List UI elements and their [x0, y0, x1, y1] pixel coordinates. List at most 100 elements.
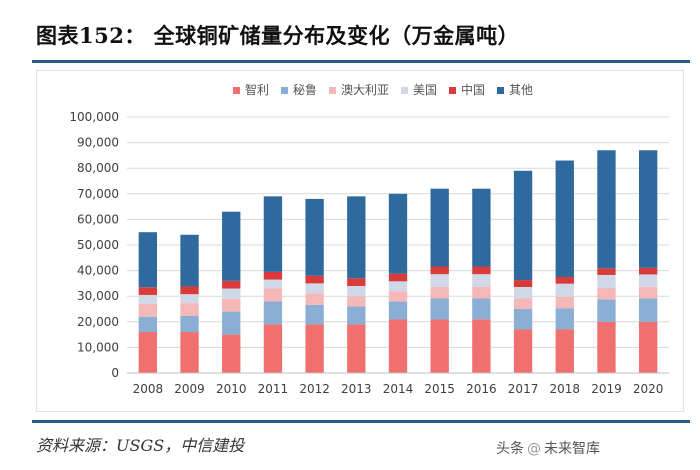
bar-segment [138, 303, 158, 317]
legend-label: 秘鲁 [293, 83, 317, 97]
bar-segment [222, 311, 241, 335]
y-tick-label: 50,000 [77, 238, 119, 252]
legend-swatch [281, 87, 288, 94]
bar-segment [555, 308, 574, 330]
bar-segment [222, 288, 241, 299]
bar-segment [472, 286, 491, 299]
bar-segment [555, 277, 574, 284]
bar-segment [638, 150, 658, 268]
bar-segment [430, 266, 449, 275]
watermark: 头条 @ 未来智库 [496, 438, 600, 458]
x-tick-label: 2012 [299, 382, 330, 396]
legend-label: 智利 [245, 82, 269, 97]
bar-segment [305, 324, 324, 373]
report-header: 图表152： 全球铜矿储量分布及变化（万金属吨） [0, 0, 700, 62]
bar-segment [472, 266, 491, 275]
x-tick-label: 2017 [508, 382, 539, 396]
bar-segment [180, 294, 199, 304]
bar-segment [472, 188, 491, 267]
bar-segment [222, 211, 241, 281]
bar-segment [222, 334, 241, 373]
bar-segment [597, 268, 616, 275]
legend-label: 澳大利亚 [341, 83, 389, 97]
bar-segment [263, 288, 283, 302]
legend-label: 美国 [413, 83, 437, 97]
bar-segment [180, 315, 199, 333]
bar-segment [388, 273, 408, 282]
bar-segment [472, 319, 491, 373]
bar-segment [430, 274, 449, 287]
bar-segment [597, 321, 616, 373]
y-tick-label: 0 [111, 366, 119, 380]
x-tick-label: 2013 [341, 382, 372, 396]
x-tick-label: 2014 [383, 382, 414, 396]
watermark-name: 未来智库 [544, 441, 600, 457]
bar-segment [263, 301, 283, 325]
y-tick-label: 10,000 [77, 340, 119, 354]
bar-segment [180, 303, 199, 316]
bar-segment [513, 170, 533, 281]
bar-segment [263, 271, 283, 280]
bar-segment [513, 329, 533, 373]
bar-segment [263, 279, 283, 289]
stacked-bar-chart: 智利 秘鲁 澳大利亚 美国 中国 其他 0 10,000 20,000 30,000 40,000… [69, 82, 669, 396]
bar-segment [555, 329, 574, 373]
bar-segment [638, 286, 658, 299]
bar-segment [513, 308, 533, 330]
bar-segment [180, 332, 199, 373]
bar-segment [138, 287, 158, 295]
bar-segment [472, 274, 491, 287]
legend-swatch [233, 87, 240, 94]
source-note: 资料来源：USGS，中信建投 [36, 436, 245, 455]
y-tick-label: 40,000 [77, 264, 119, 278]
bar-segment [597, 299, 616, 322]
bar-segment [597, 288, 616, 300]
chart-panel: 智利 秘鲁 澳大利亚 美国 中国 其他 0 10,000 20,000 30,000 40,000… [36, 70, 684, 412]
y-tick-label: 30,000 [77, 289, 119, 303]
x-tick-label: 2016 [466, 382, 497, 396]
y-tick-label: 60,000 [77, 212, 119, 226]
bar-segment [388, 281, 408, 292]
bar-segment [513, 280, 533, 287]
bar-segment [388, 193, 408, 274]
legend-swatch [329, 87, 336, 94]
x-tick-label: 2010 [216, 382, 247, 396]
bar-segment [347, 196, 366, 279]
bar-segment [347, 296, 366, 307]
bar-segment [305, 283, 324, 294]
x-tick-label: 2015 [424, 382, 455, 396]
bar-segment [305, 275, 324, 284]
x-tick-label: 2009 [174, 382, 205, 396]
bar-segment [347, 324, 366, 373]
bar-segment [597, 274, 616, 289]
bar-segment [430, 319, 449, 373]
y-tick-label: 80,000 [77, 161, 119, 175]
bar-segment [638, 267, 658, 275]
x-tick-label: 2020 [633, 382, 664, 396]
x-tick-label: 2008 [133, 382, 164, 396]
bar-segment [305, 198, 324, 276]
bar-segment [180, 234, 199, 287]
bar-segment [138, 232, 158, 288]
bar-segment [597, 150, 616, 269]
top-divider [32, 60, 690, 63]
x-tick-label: 2019 [591, 382, 622, 396]
bar-segment [388, 301, 408, 320]
y-axis: 0 10,000 20,000 30,000 40,000 50,000 60,000 70,… [69, 110, 119, 380]
bar-segment [513, 286, 533, 299]
x-tick-label: 2018 [549, 382, 580, 396]
bar-segment [138, 332, 158, 373]
y-tick-label: 20,000 [77, 315, 119, 329]
bar-segment [430, 286, 449, 299]
legend-swatch [497, 87, 504, 94]
bar-segment [263, 324, 283, 373]
bar-segment [222, 280, 241, 289]
chart-legend: 智利 秘鲁 澳大利亚 美国 中国 其他 [233, 82, 533, 97]
watermark-at-icon: @ [527, 441, 541, 457]
bar-segment [347, 285, 366, 297]
bar-segment [638, 321, 658, 373]
figure-title: 图表152： 全球铜矿储量分布及变化（万金属吨） [36, 23, 520, 48]
bar-segment [305, 304, 324, 325]
y-tick-label: 100,000 [69, 110, 119, 124]
watermark-prefix: 头条 [496, 441, 524, 457]
